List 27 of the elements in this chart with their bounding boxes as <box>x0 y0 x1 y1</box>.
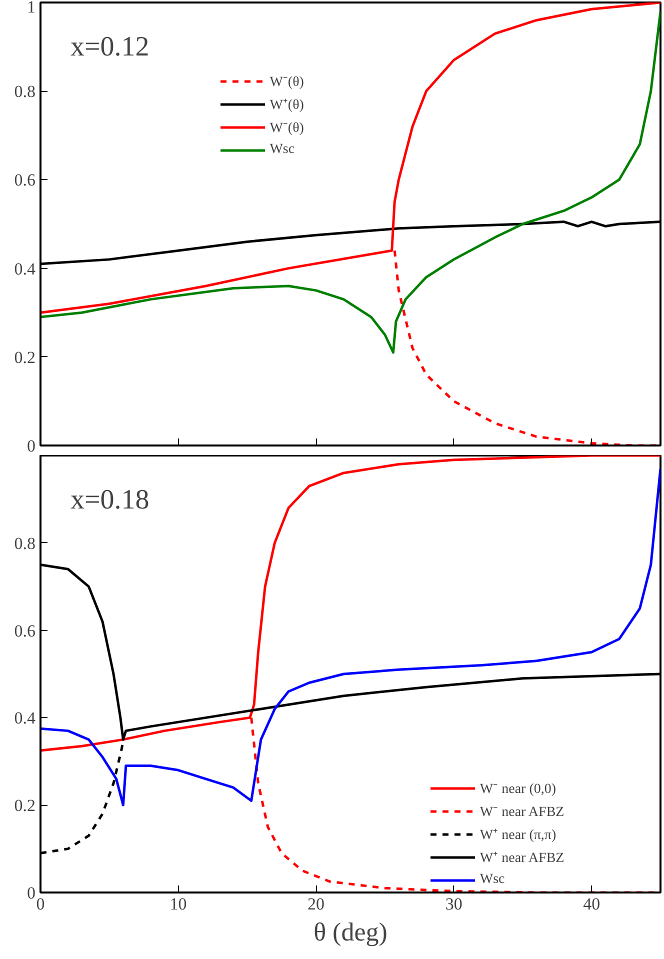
x-tick-label: 10 <box>170 894 187 914</box>
y-tick-label: 0.4 <box>14 259 36 278</box>
x-axis-title: θ (deg) <box>314 918 388 946</box>
legend-label: W⁻ near (0,0) <box>480 781 556 798</box>
y-tick-label: 0.8 <box>14 82 36 102</box>
y-tick-label: 0.6 <box>14 170 36 190</box>
x-tick-label: 40 <box>583 894 600 914</box>
y-tick-label: 0.2 <box>14 796 36 816</box>
legend-label: W⁻(θ) <box>270 74 304 91</box>
annotation: x=0.18 <box>70 484 150 516</box>
annotation: x=0.12 <box>70 32 150 62</box>
y-tick-label: 0.6 <box>14 621 36 640</box>
legend-label: W⁺ near AFBZ <box>480 850 564 868</box>
legend-label: W⁺ near (π,π) <box>480 827 556 844</box>
x-tick-label: 20 <box>308 894 325 914</box>
legend-label: W⁺(θ) <box>270 96 304 114</box>
legend-label: Wsc <box>270 140 295 159</box>
y-tick-label: 0 <box>27 436 36 456</box>
y-tick-label: 0.8 <box>14 534 36 553</box>
y-tick-label: 0.2 <box>14 348 36 367</box>
y-tick-label: 0.4 <box>14 708 36 728</box>
x-tick-label: 30 <box>445 894 462 914</box>
legend-label: Wsc <box>480 871 505 890</box>
legend-label: W⁻(θ) <box>270 120 304 137</box>
legend-label: W⁻ near AFBZ <box>480 804 564 822</box>
y-tick-label: 1 <box>27 0 36 16</box>
line-series <box>40 467 660 806</box>
